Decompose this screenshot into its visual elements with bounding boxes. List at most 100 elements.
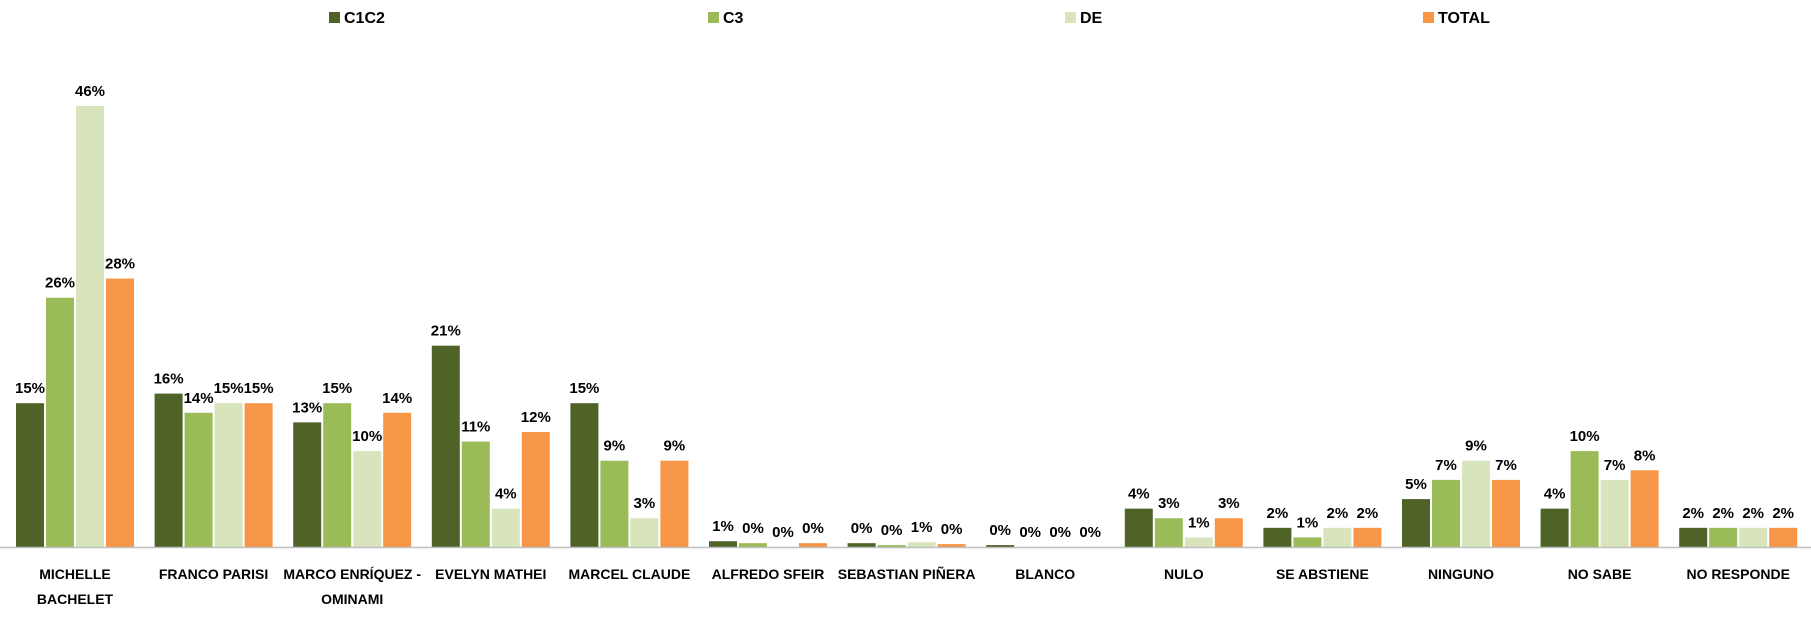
data-label: 1% — [1297, 514, 1319, 531]
bar — [739, 543, 767, 547]
bar — [1293, 537, 1322, 547]
bar — [1709, 527, 1738, 547]
x-tick-label: FRANCO PARISI — [158, 566, 269, 582]
legend-swatch — [708, 12, 719, 23]
bar — [1600, 479, 1629, 547]
data-label: 7% — [1604, 457, 1626, 474]
data-label: 0% — [1079, 524, 1101, 541]
legend-swatch — [329, 12, 340, 23]
bar — [1323, 527, 1352, 547]
bar — [521, 431, 550, 547]
data-label: 0% — [941, 521, 963, 538]
legend-swatch — [1423, 12, 1434, 23]
x-tick-label: NULO — [1163, 566, 1204, 582]
data-label: 13% — [292, 399, 322, 416]
data-label: 15% — [15, 380, 45, 397]
data-label: 16% — [154, 371, 184, 388]
data-label: 9% — [664, 438, 686, 455]
data-label: 0% — [881, 522, 903, 539]
bar — [293, 422, 322, 547]
legend-label: TOTAL — [1438, 10, 1490, 27]
data-label: 0% — [1019, 524, 1041, 541]
data-label: 3% — [634, 495, 656, 512]
bar — [1402, 499, 1430, 547]
data-label: 7% — [1495, 457, 1517, 474]
data-label: 1% — [712, 518, 734, 535]
data-label: 2% — [1772, 505, 1794, 522]
data-label: 4% — [1128, 486, 1150, 503]
bar — [709, 541, 737, 547]
x-tick-label: NO SABE — [1567, 566, 1632, 582]
bar — [630, 518, 659, 547]
bar — [660, 460, 689, 547]
bar — [1263, 527, 1292, 547]
bar — [1432, 479, 1460, 547]
data-label: 0% — [989, 522, 1011, 539]
data-label: 2% — [1357, 505, 1379, 522]
bar — [154, 393, 183, 547]
bar — [937, 544, 966, 547]
data-label: 11% — [461, 419, 490, 436]
data-label: 2% — [1742, 505, 1764, 522]
bar — [986, 545, 1015, 547]
data-label: 7% — [1435, 457, 1457, 474]
data-label: 14% — [382, 390, 412, 407]
bar — [1540, 508, 1569, 547]
bar — [1630, 470, 1659, 547]
legend-label: DE — [1080, 10, 1103, 27]
bar — [1462, 460, 1490, 547]
bar — [877, 545, 906, 547]
bar — [1184, 537, 1213, 547]
data-label: 2% — [1327, 505, 1349, 522]
legend-label: C1C2 — [344, 10, 385, 27]
bar — [184, 412, 213, 547]
bar — [214, 403, 243, 547]
x-tick-label: MARCEL CLAUDE — [568, 566, 691, 582]
bar — [1679, 527, 1708, 547]
bar — [1214, 518, 1243, 547]
x-tick-label: MARCO ENRÍQUEZ - OMINAMI — [283, 566, 422, 607]
x-tick-label: SE ABSTIENE — [1275, 566, 1369, 582]
data-label: 2% — [1712, 505, 1734, 522]
bar — [431, 345, 460, 547]
bar — [16, 403, 44, 547]
data-label: 1% — [911, 519, 933, 536]
bar — [570, 403, 599, 547]
data-label: 28% — [105, 256, 135, 273]
data-label: 1% — [1188, 514, 1210, 531]
data-label: 3% — [1158, 495, 1180, 512]
bar — [847, 543, 876, 547]
x-tick-label: MICHELLE BACHELET — [36, 566, 114, 607]
bar — [1769, 527, 1798, 547]
legend-label: C3 — [723, 10, 744, 27]
x-tick-label: EVELYN MATHEI — [435, 566, 547, 582]
x-tick-label: SEBASTIAN PIÑERA — [837, 566, 976, 582]
data-label: 10% — [352, 428, 382, 445]
data-label: 5% — [1405, 476, 1427, 493]
data-label: 0% — [851, 520, 873, 537]
bar — [1570, 451, 1599, 547]
data-label: 14% — [184, 390, 214, 407]
data-label: 15% — [322, 380, 352, 397]
bar — [106, 278, 134, 547]
bar — [600, 460, 629, 547]
data-label: 10% — [1570, 428, 1600, 445]
data-label: 21% — [431, 323, 461, 340]
data-label: 4% — [495, 486, 517, 503]
bar — [491, 508, 520, 547]
data-label: 9% — [604, 438, 626, 455]
x-tick-label: BLANCO — [1015, 566, 1076, 582]
data-label: 9% — [1465, 438, 1487, 455]
data-label: 2% — [1682, 505, 1704, 522]
bar — [907, 542, 936, 547]
bar — [76, 106, 104, 547]
bar — [46, 297, 74, 547]
data-label: 15% — [214, 380, 244, 397]
data-label: 15% — [244, 380, 274, 397]
data-label: 26% — [45, 275, 75, 292]
bar — [244, 403, 273, 547]
data-label: 0% — [1049, 524, 1071, 541]
data-label: 8% — [1634, 447, 1656, 464]
